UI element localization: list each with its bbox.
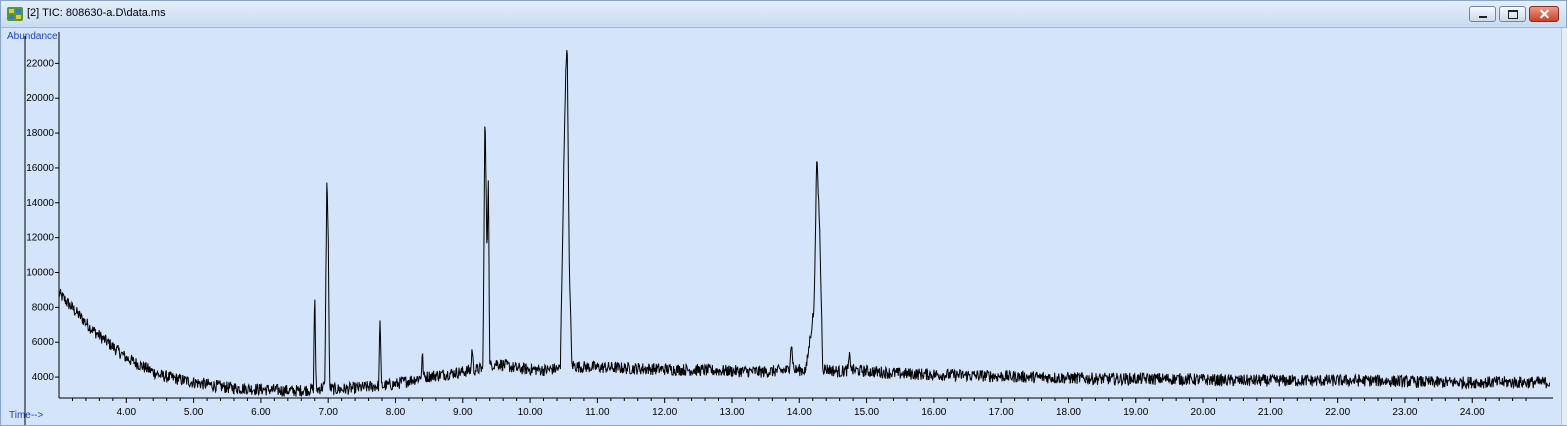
x-tick-label: 6.00 [251, 407, 271, 418]
y-tick-label: 16000 [26, 163, 54, 174]
y-tick-label: 12000 [26, 233, 54, 244]
window-title: [2] TIC: 808630-a.D\data.ms [27, 7, 166, 19]
x-tick-label: 15.00 [854, 407, 879, 418]
x-tick-label: 24.00 [1460, 407, 1485, 418]
y-tick-label: 6000 [32, 337, 55, 348]
vertical-scrollbar[interactable] [1561, 28, 1567, 425]
x-tick-label: 13.00 [719, 407, 744, 418]
x-tick-label: 11.00 [585, 407, 610, 418]
y-tick-label: 18000 [26, 128, 54, 139]
plot-background [3, 28, 1561, 425]
x-tick-label: 7.00 [318, 407, 338, 418]
y-tick-label: 4000 [32, 372, 55, 383]
chromatogram-chart: 4000 6000 8000 10000 12000 14000 16000 18000 200… [3, 28, 1561, 425]
chromatogram-plot[interactable]: 4000 6000 8000 10000 12000 14000 16000 18000 200… [3, 28, 1561, 425]
x-tick-label: 21.00 [1258, 407, 1283, 418]
x-tick-label: 12.00 [652, 407, 677, 418]
x-tick-label: 17.00 [989, 407, 1014, 418]
minimize-button[interactable] [1469, 6, 1496, 22]
y-tick-label: 22000 [26, 58, 54, 69]
x-tick-label: 22.00 [1325, 407, 1350, 418]
x-tick-label: 8.00 [386, 407, 406, 418]
x-tick-label: 10.00 [518, 407, 543, 418]
x-tick-label: 18.00 [1056, 407, 1081, 418]
x-tick-label: 16.00 [921, 407, 946, 418]
maximize-button[interactable] [1499, 6, 1526, 22]
x-tick-label: 4.00 [117, 407, 137, 418]
title-bar[interactable]: [2] TIC: 808630-a.D\data.ms [1, 1, 1566, 28]
x-tick-label: 14.00 [787, 407, 812, 418]
x-tick-label: 9.00 [453, 407, 473, 418]
y-axis-label: Abundance [7, 31, 58, 42]
x-axis-label: Time--> [9, 410, 44, 421]
tic-trace-line [58, 50, 1551, 398]
y-tick-label: 14000 [26, 198, 54, 209]
chromatogram-app-icon [7, 7, 23, 21]
y-tick-label: 8000 [32, 302, 55, 313]
close-button[interactable] [1529, 6, 1559, 22]
y-axis: 4000 6000 8000 10000 12000 14000 16000 18000 200… [26, 32, 60, 398]
y-tick-label: 10000 [26, 268, 54, 279]
x-tick-label: 19.00 [1123, 407, 1148, 418]
x-tick-label: 20.00 [1191, 407, 1216, 418]
y-tick-label: 20000 [26, 93, 54, 104]
x-tick-label: 23.00 [1392, 407, 1417, 418]
x-tick-label: 5.00 [184, 407, 204, 418]
x-axis: 4.00 5.00 6.00 7.00 8.00 9.00 10.00 11.00 12.00 1… [59, 397, 1553, 418]
